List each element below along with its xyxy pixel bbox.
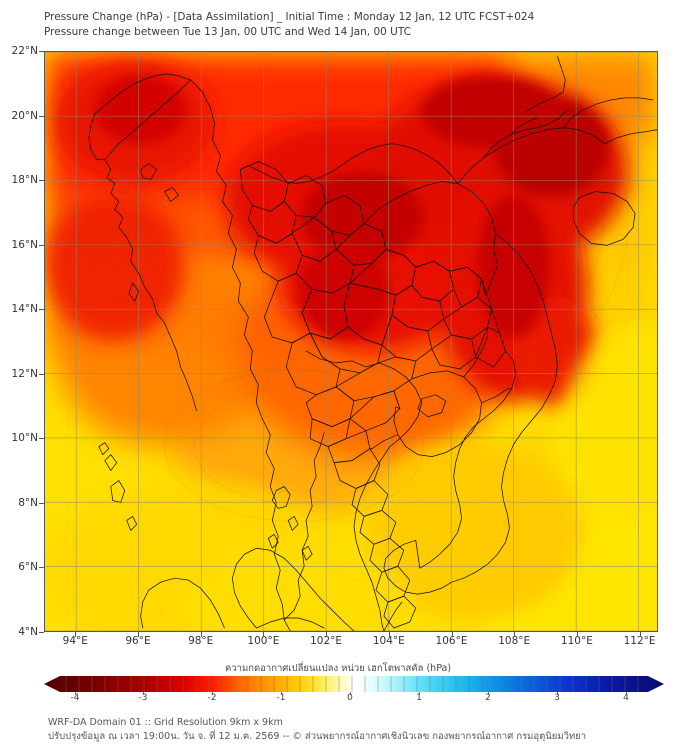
- x-tickmark: [138, 632, 139, 637]
- y-tick-18N: 18°N: [11, 174, 38, 186]
- y-tickmark: [39, 438, 44, 439]
- cb-tickmark: [281, 692, 282, 695]
- cb-tickmark: [626, 692, 627, 695]
- colorbar-label: ความกดอากาศเปลี่ยนแปลง หน่วย เฮกโตพาสคัล…: [224, 663, 452, 674]
- y-tickmark: [39, 244, 44, 246]
- x-tick-106E: 106°E: [435, 635, 468, 647]
- y-tick-6N: 6°N: [18, 561, 38, 573]
- graticule-grid: [45, 52, 657, 631]
- y-tick-20N: 20°N: [11, 109, 38, 122]
- x-tick-98E: 98°E: [188, 635, 214, 647]
- footer-credit: ปรับปรุงข้อมูล ณ เวลา 19:00น. วัน จ. ที่…: [48, 731, 587, 742]
- y-tick-10N: 10°N: [11, 432, 38, 444]
- x-tickmark: [514, 632, 516, 637]
- cb-tickmark: [488, 692, 489, 695]
- y-tick-12N: 12°N: [11, 367, 38, 380]
- x-tickmark: [326, 632, 328, 637]
- y-tickmark: [39, 502, 44, 504]
- cb-tick-2: 2: [485, 693, 491, 703]
- footer-model-info: WRF-DA Domain 01 :: Grid Resolution 9km …: [48, 717, 283, 728]
- y-tick-14N: 14°N: [11, 303, 38, 315]
- cb-tick--2: -2: [207, 693, 217, 703]
- cb-tickmark: [143, 692, 144, 695]
- y-tickmark: [39, 51, 44, 52]
- y-tick-4N: 4°N: [18, 626, 38, 638]
- y-tick-16N: 16°N: [11, 238, 38, 251]
- cb-tick--4: -4: [70, 693, 80, 703]
- x-tick-100E: 100°E: [247, 635, 280, 647]
- x-tick-102E: 102°E: [310, 635, 343, 647]
- footer-block: WRF-DA Domain 01 :: Grid Resolution 9km …: [48, 716, 668, 744]
- x-tick-108E: 108°E: [498, 635, 531, 647]
- x-tickmark: [639, 632, 641, 637]
- y-tickmark: [39, 631, 44, 633]
- cb-tick-4: 4: [623, 693, 629, 703]
- cb-tick--1: -1: [276, 693, 286, 703]
- y-tickmark: [39, 309, 44, 310]
- cb-tick-0: 0: [347, 693, 353, 703]
- cb-tick-1: 1: [416, 693, 422, 703]
- map-plot-area[interactable]: [44, 51, 658, 632]
- cb-tick--3: -3: [138, 693, 148, 703]
- x-tick-94E: 94°E: [62, 635, 88, 647]
- chart-title: Pressure Change (hPa) - [Data Assimilati…: [44, 11, 535, 23]
- x-tickmark: [263, 632, 265, 637]
- x-tickmark: [451, 632, 453, 637]
- y-tickmark: [39, 180, 44, 181]
- x-tick-96E: 96°E: [125, 635, 151, 647]
- x-tickmark: [388, 632, 390, 637]
- y-tick-8N: 8°N: [18, 496, 38, 509]
- x-tick-104E: 104°E: [372, 635, 405, 647]
- coastline-and-borders: [45, 52, 657, 631]
- cb-tick-3: 3: [554, 693, 560, 703]
- cb-tickmark: [212, 692, 213, 695]
- chart-subtitle: Pressure change between Tue 13 Jan, 00 U…: [44, 26, 411, 38]
- x-tickmark: [576, 632, 578, 637]
- cb-tickmark: [75, 692, 76, 695]
- colorbar[interactable]: [44, 676, 664, 692]
- x-tickmark: [75, 632, 77, 637]
- x-tick-110E: 110°E: [560, 635, 593, 647]
- y-tickmark: [39, 373, 44, 375]
- cb-tickmark: [419, 692, 420, 695]
- title-block: Pressure Change (hPa) - [Data Assimilati…: [44, 10, 664, 40]
- x-tickmark: [200, 632, 202, 637]
- cb-tickmark: [350, 692, 351, 695]
- y-tick-22N: 22°N: [11, 45, 38, 57]
- y-tickmark: [39, 567, 44, 568]
- cb-tickmark: [557, 692, 558, 695]
- x-tick-112E: 112°E: [623, 635, 656, 647]
- y-tickmark: [39, 115, 44, 117]
